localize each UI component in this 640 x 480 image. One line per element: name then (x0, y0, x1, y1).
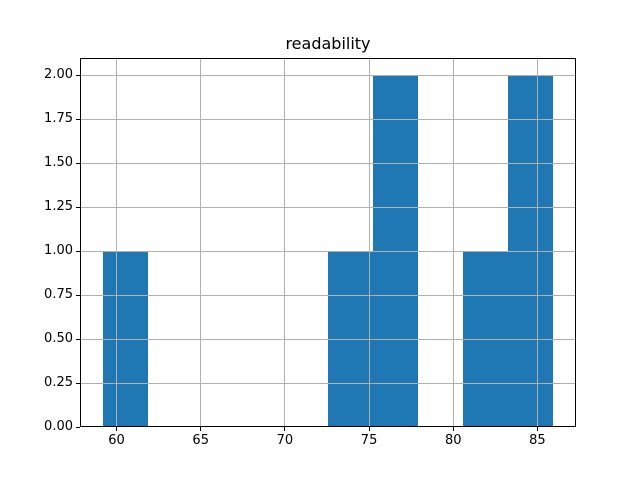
y-tick-label: 0.75 (44, 287, 73, 303)
y-tick-label: 1.50 (44, 155, 73, 171)
x-tick-label: 80 (444, 433, 462, 449)
x-tick (452, 427, 454, 432)
x-gridline (368, 57, 370, 428)
y-tick (76, 206, 80, 208)
y-gridline (80, 338, 576, 340)
x-tick-label: 60 (108, 433, 125, 449)
x-tick (368, 427, 370, 432)
y-tick (76, 74, 80, 76)
y-tick-label: 1.00 (44, 243, 73, 259)
x-tick-label: 75 (360, 433, 378, 449)
x-gridline (452, 57, 454, 428)
x-gridline (200, 57, 202, 428)
x-tick (536, 427, 538, 432)
y-gridline (80, 294, 576, 296)
plot-area (80, 57, 576, 428)
x-tick-label: 70 (276, 433, 294, 449)
y-gridline (80, 118, 576, 120)
y-tick-label: 2.00 (44, 67, 73, 83)
chart-title: readability (285, 34, 371, 53)
y-tick-label: 0.00 (44, 419, 73, 435)
x-gridline (116, 57, 118, 428)
y-gridline (80, 74, 576, 76)
x-tick-label: 85 (529, 433, 546, 449)
x-gridline (536, 57, 538, 428)
x-gridline (284, 57, 286, 428)
y-tick (76, 338, 80, 340)
y-tick-label: 1.25 (44, 199, 73, 215)
y-tick (76, 382, 80, 384)
y-gridline (80, 206, 576, 208)
y-tick (76, 426, 80, 428)
y-tick (76, 250, 80, 252)
y-gridline (80, 162, 576, 164)
y-tick-label: 0.25 (44, 375, 73, 391)
y-tick (76, 118, 80, 120)
y-gridline (80, 250, 576, 252)
grid-layer (80, 57, 576, 428)
y-tick (76, 162, 80, 164)
x-tick (200, 427, 202, 432)
y-tick-label: 1.75 (44, 111, 73, 127)
x-tick-label: 65 (192, 433, 209, 449)
x-tick (284, 427, 286, 432)
y-gridline (80, 382, 576, 384)
y-tick-label: 0.50 (44, 331, 73, 347)
y-tick (76, 294, 80, 296)
x-tick (116, 427, 118, 432)
